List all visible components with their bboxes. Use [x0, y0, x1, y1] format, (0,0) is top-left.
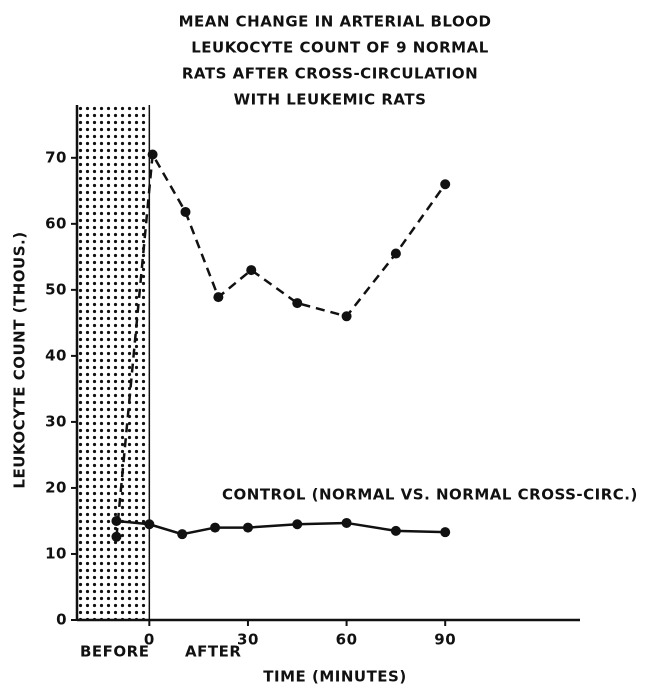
data-point	[210, 522, 221, 533]
shaded-region	[77, 105, 150, 620]
data-point	[111, 515, 122, 526]
data-point	[390, 248, 401, 259]
data-point	[292, 519, 303, 530]
chart-title: WITH LEUKEMIC RATS	[234, 91, 427, 109]
y-tick-label: 30	[45, 412, 67, 430]
series-line	[115, 150, 447, 537]
annotation: CONTROL (NORMAL VS. NORMAL CROSS-CIRC.)	[222, 486, 638, 504]
data-point	[341, 517, 352, 528]
data-point	[180, 206, 191, 217]
annotation: BEFORE	[80, 643, 149, 661]
data-point	[341, 311, 352, 322]
x-axis-label: TIME (MINUTES)	[263, 668, 406, 685]
data-point	[147, 149, 158, 160]
data-point	[390, 525, 401, 536]
x-tick-label: 0	[144, 631, 155, 649]
y-tick-label: 20	[45, 478, 67, 496]
y-tick-label: 0	[56, 611, 67, 629]
x-tick-label: 90	[434, 631, 456, 649]
data-point	[440, 527, 451, 538]
y-tick-label: 10	[45, 544, 67, 562]
chart-title: MEAN CHANGE IN ARTERIAL BLOOD	[179, 13, 492, 31]
x-tick-label: 30	[237, 631, 259, 649]
chart-title: RATS AFTER CROSS-CIRCULATION	[182, 65, 478, 83]
data-point	[440, 179, 451, 190]
data-point	[213, 292, 224, 303]
annotation: AFTER	[185, 643, 241, 661]
y-tick-label: 50	[45, 280, 67, 298]
y-axis-label: LEUKOCYTE COUNT (THOUS.)	[11, 231, 29, 488]
data-point	[177, 529, 188, 540]
data-point	[111, 531, 122, 542]
data-point	[246, 265, 257, 276]
chart-title: LEUKOCYTE COUNT OF 9 NORMAL	[191, 39, 489, 57]
x-tick-label: 60	[336, 631, 358, 649]
y-tick-label: 60	[45, 214, 67, 232]
data-point	[242, 522, 253, 533]
data-point	[144, 519, 155, 530]
data-point	[292, 298, 303, 309]
y-tick-label: 70	[45, 148, 67, 166]
y-tick-label: 40	[45, 346, 67, 364]
